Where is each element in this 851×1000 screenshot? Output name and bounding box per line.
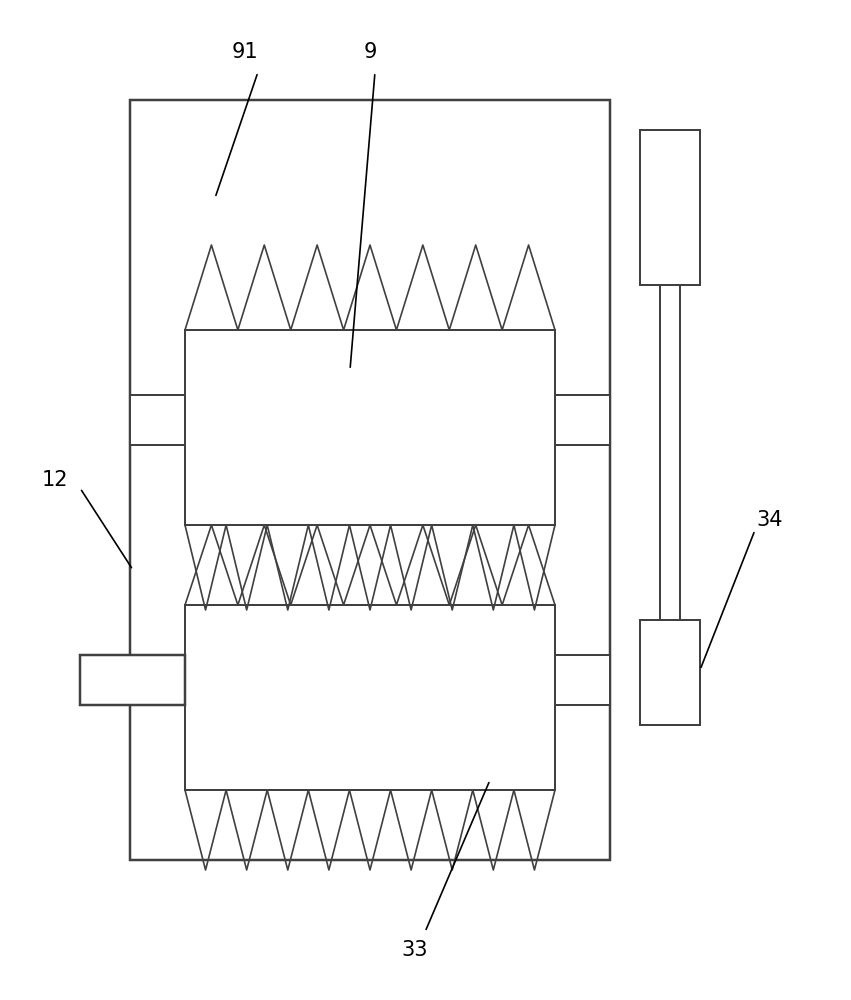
- Bar: [185, 330, 555, 525]
- Bar: [555, 655, 610, 705]
- Bar: [185, 605, 555, 790]
- Text: 9: 9: [363, 42, 377, 62]
- Bar: [130, 100, 610, 860]
- Text: 12: 12: [42, 470, 68, 490]
- Text: 34: 34: [757, 510, 783, 530]
- Bar: [555, 395, 610, 445]
- Bar: [640, 620, 700, 725]
- Bar: [640, 130, 700, 285]
- Text: 33: 33: [402, 940, 428, 960]
- Text: 91: 91: [231, 42, 259, 62]
- Bar: [130, 395, 185, 445]
- Bar: [80, 655, 185, 705]
